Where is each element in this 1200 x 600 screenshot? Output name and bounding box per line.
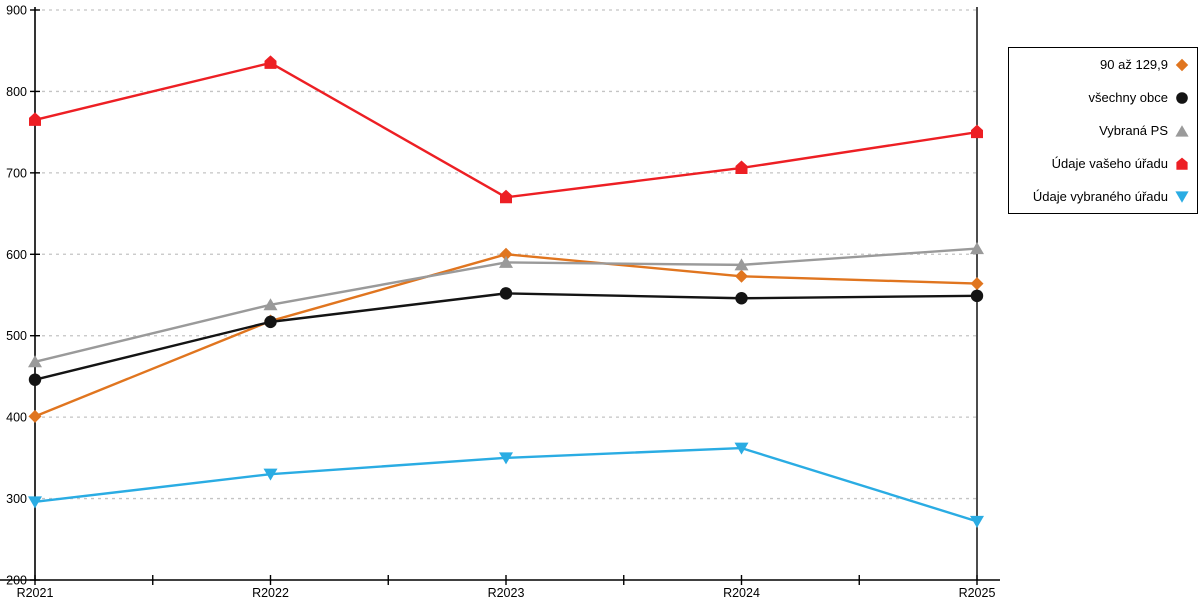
- series-2-marker: [28, 355, 42, 368]
- y-tick-label: 800: [6, 85, 27, 99]
- legend-item-1: všechny obce: [1009, 90, 1197, 105]
- triangle-up-marker-icon: [1175, 124, 1189, 138]
- x-tick-label: R2023: [488, 586, 525, 600]
- legend-item-0: 90 až 129,9: [1009, 57, 1197, 72]
- legend-label: 90 až 129,9: [1100, 57, 1168, 72]
- pentagon-up-marker-icon: [1175, 157, 1189, 171]
- y-tick-label: 300: [6, 492, 27, 506]
- triangle-down-marker-icon: [1175, 190, 1189, 204]
- series-1-marker: [499, 287, 513, 300]
- x-tick-label: R2025: [959, 586, 996, 600]
- series-3-marker: [500, 189, 512, 204]
- series-line-3: [33, 61, 979, 199]
- circle-marker-icon: [1175, 91, 1189, 105]
- legend-label: Vybraná PS: [1099, 123, 1168, 138]
- series-4-marker: [28, 496, 42, 509]
- series-1-marker: [264, 315, 277, 329]
- series-3-marker: [971, 124, 983, 139]
- series-0-marker: [499, 247, 513, 261]
- series-2-marker: [734, 258, 749, 271]
- legend-label: Údaje vašeho úřadu: [1051, 156, 1168, 171]
- series-1-marker: [970, 289, 984, 303]
- legend-item-2: Vybraná PS: [1009, 123, 1197, 138]
- x-tick-label: R2021: [17, 586, 54, 600]
- series-2-marker: [263, 298, 278, 311]
- series-0-marker: [28, 409, 42, 423]
- series-3-marker: [735, 160, 748, 174]
- legend: 90 až 129,9 všechny obce Vybraná PS Údaje v…: [1008, 47, 1198, 214]
- series-4-marker: [499, 452, 513, 465]
- series-0-marker: [735, 269, 748, 283]
- series-1-marker: [28, 373, 42, 386]
- series-1-marker: [735, 292, 748, 305]
- y-tick-label: 400: [6, 411, 27, 425]
- series-0-marker: [970, 277, 984, 291]
- series-3-marker: [264, 55, 277, 69]
- y-tick-label: 900: [6, 4, 27, 18]
- y-tick-label: 700: [6, 166, 27, 180]
- legend-label: Údaje vybraného úřadu: [1032, 189, 1168, 204]
- diamond-marker-icon: [1175, 58, 1189, 72]
- series-3-marker: [29, 112, 41, 126]
- series-4-marker: [734, 442, 749, 455]
- series-2-marker: [970, 242, 984, 255]
- series-line-1: [33, 292, 979, 381]
- y-tick-label: 200: [6, 574, 27, 588]
- y-tick-label: 500: [6, 329, 27, 343]
- series-4-marker: [970, 515, 984, 528]
- legend-item-4: Údaje vybraného úřadu: [1009, 189, 1197, 204]
- x-tick-label: R2022: [252, 586, 289, 600]
- legend-item-3: Údaje vašeho úřadu: [1009, 156, 1197, 171]
- series-4-marker: [263, 468, 278, 481]
- series-2-marker: [499, 255, 513, 268]
- x-tick-label: R2024: [723, 586, 760, 600]
- legend-label: všechny obce: [1088, 90, 1169, 105]
- y-tick-label: 600: [6, 248, 27, 262]
